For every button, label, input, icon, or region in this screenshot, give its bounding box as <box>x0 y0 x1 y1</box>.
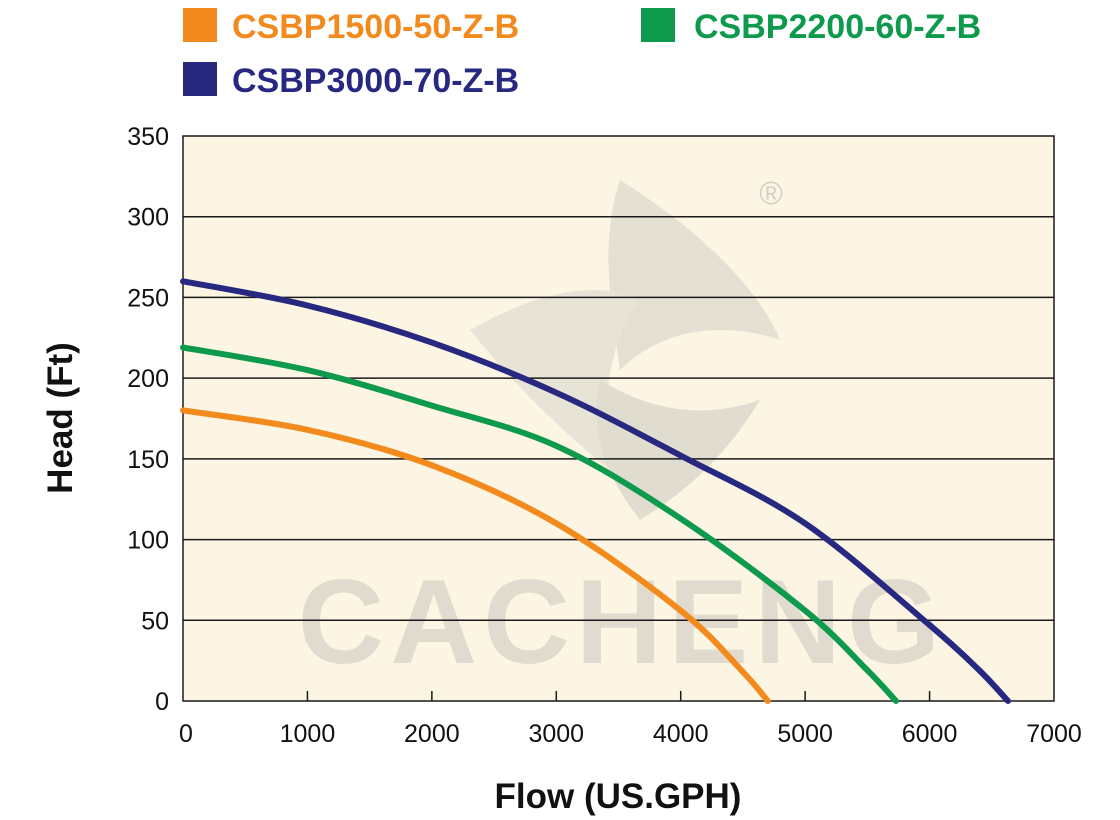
legend-item-2: CSBP2200-60-Z-B <box>641 8 981 46</box>
x-tick-label-3000: 3000 <box>528 720 584 748</box>
y-axis-ticks: 0 50 100 150 200 250 300 350 <box>127 123 169 716</box>
y-tick-label-350: 350 <box>127 123 169 151</box>
series-line-1 <box>180 407 771 704</box>
legend-label-3: CSBP3000-70-Z-B <box>232 62 519 100</box>
series-lines <box>180 278 1011 704</box>
x-axis-title: Flow (US.GPH) <box>495 777 742 816</box>
legend: CSBP1500-50-Z-B CSBP2200-60-Z-B CSBP3000… <box>183 8 981 100</box>
watermark: ® CACHENG <box>298 175 947 689</box>
x-tick-label-2000: 2000 <box>404 720 460 748</box>
y-tick-label-300: 300 <box>127 204 169 232</box>
x-tick-label-7000: 7000 <box>1026 720 1082 748</box>
x-tick-label-6000: 6000 <box>902 720 958 748</box>
legend-item-3: CSBP3000-70-Z-B <box>183 62 519 100</box>
legend-swatch-3 <box>183 62 217 96</box>
watermark-registered-mark: ® <box>759 175 783 211</box>
legend-item-1: CSBP1500-50-Z-B <box>183 8 519 46</box>
legend-swatch-1 <box>183 8 217 42</box>
y-tick-label-250: 250 <box>127 284 169 312</box>
y-tick-label-150: 150 <box>127 446 169 474</box>
y-tick-label-100: 100 <box>127 527 169 555</box>
y-tick-label-0: 0 <box>155 688 169 716</box>
legend-label-1: CSBP1500-50-Z-B <box>232 8 519 46</box>
legend-label-2: CSBP2200-60-Z-B <box>694 8 981 46</box>
series-line-2 <box>180 344 899 704</box>
x-tick-label-5000: 5000 <box>777 720 833 748</box>
y-tick-label-200: 200 <box>127 365 169 393</box>
cacheng-logo-icon <box>470 180 780 520</box>
legend-swatch-2 <box>641 8 675 42</box>
y-tick-label-50: 50 <box>141 607 169 635</box>
x-tick-label-0: 0 <box>179 720 193 748</box>
y-axis-title: Head (Ft) <box>41 342 80 494</box>
x-tick-label-1000: 1000 <box>280 720 336 748</box>
watermark-text: CACHENG <box>298 555 947 689</box>
series-line-3 <box>180 278 1011 704</box>
x-tick-label-4000: 4000 <box>653 720 709 748</box>
x-axis-ticks: 0 1000 2000 3000 4000 5000 6000 7000 <box>179 691 1082 748</box>
